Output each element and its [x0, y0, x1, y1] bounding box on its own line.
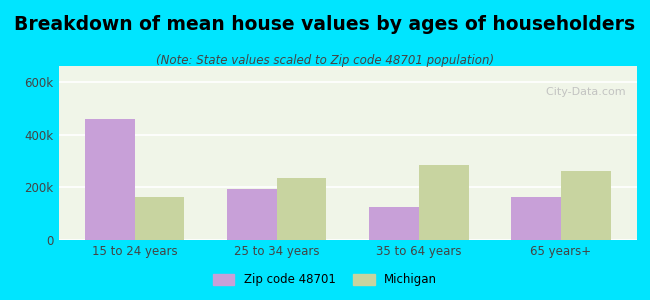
- Bar: [84, 119, 135, 240]
- Bar: [227, 189, 277, 240]
- Text: Breakdown of mean house values by ages of householders: Breakdown of mean house values by ages o…: [14, 15, 636, 34]
- Bar: [419, 165, 469, 240]
- Bar: [369, 207, 419, 240]
- Legend: Zip code 48701, Michigan: Zip code 48701, Michigan: [208, 269, 442, 291]
- Bar: [135, 197, 185, 240]
- Text: City-Data.com: City-Data.com: [539, 87, 625, 97]
- Text: (Note: State values scaled to Zip code 48701 population): (Note: State values scaled to Zip code 4…: [156, 54, 494, 67]
- Bar: [511, 196, 561, 240]
- Bar: [277, 178, 326, 240]
- Bar: [561, 171, 611, 240]
